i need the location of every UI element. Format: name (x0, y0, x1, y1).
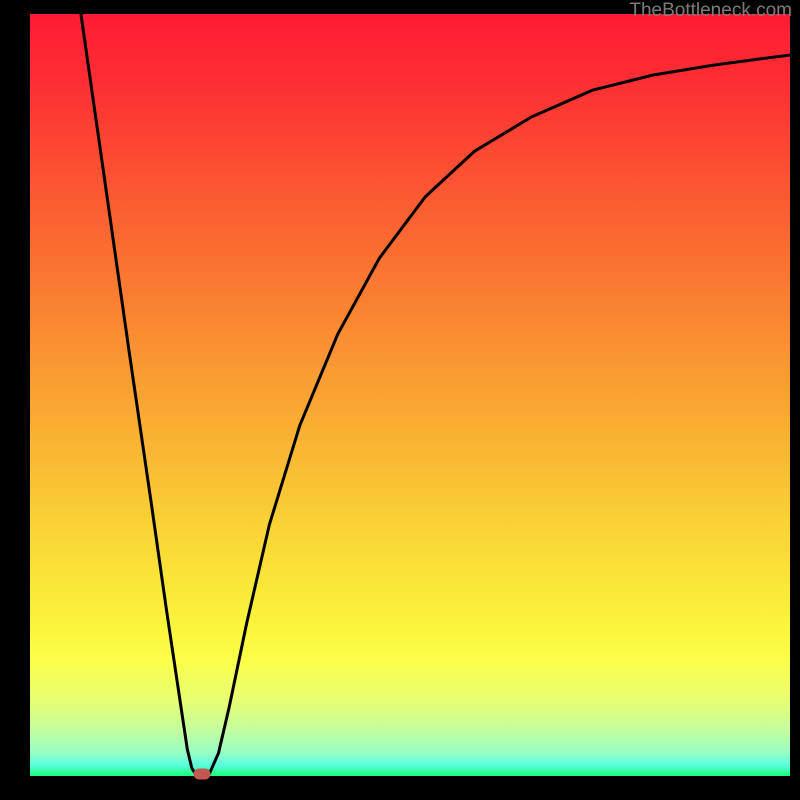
optimal-point-marker (193, 768, 210, 779)
watermark: TheBottleneck.com (629, 0, 792, 22)
bottleneck-curve (30, 14, 790, 776)
plot-area (30, 14, 790, 776)
watermark-text: TheBottleneck.com (629, 0, 792, 21)
bottleneck-chart: TheBottleneck.com (0, 0, 800, 800)
